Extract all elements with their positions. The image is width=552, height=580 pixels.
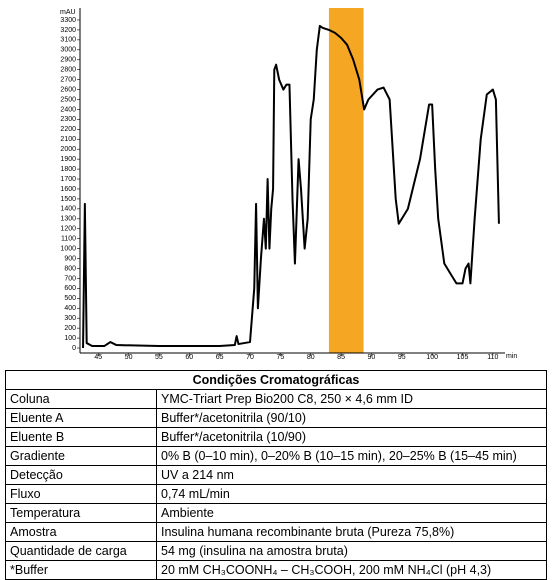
- x-tick-label: 70: [246, 354, 254, 360]
- condition-name: Detecção: [5, 465, 157, 485]
- y-tick-label: 3200: [60, 27, 76, 34]
- condition-value: 0,74 mL/min: [156, 484, 547, 504]
- table-row: Amostra Insulina humana recombinante brut…: [5, 522, 547, 542]
- y-tick-label: 700: [64, 275, 76, 282]
- x-tick-label: 90: [368, 354, 376, 360]
- y-tick-label: 1500: [60, 196, 76, 203]
- x-tick-label: 100: [426, 354, 438, 360]
- y-tick-label: 1000: [60, 245, 76, 252]
- y-tick-label: 1200: [60, 226, 76, 233]
- table-row: Fluxo 0,74 mL/min: [5, 484, 547, 504]
- y-tick-label: 400: [64, 305, 76, 312]
- y-tick-label: 3000: [60, 47, 76, 54]
- condition-value: 54 mg (insulina na amostra bruta): [156, 541, 547, 561]
- condition-value: Ambiente: [156, 503, 547, 523]
- condition-value: YMC-Triart Prep Bio200 C8, 250 × 4,6 mm …: [156, 389, 547, 409]
- x-tick-label: 60: [185, 354, 193, 360]
- condition-value: Buffer*/acetonitrila (10/90): [156, 427, 547, 447]
- chart: mAU min 0 100 200 300 400 500 600 700 800 900 1000…: [60, 8, 517, 360]
- y-axis-label: mAU: [60, 9, 76, 16]
- table-row: Gradiente 0% B (0–10 min), 0–20% B (10–15…: [5, 446, 547, 466]
- y-tick-label: 2100: [60, 136, 76, 143]
- condition-name: Quantidade de carga: [5, 541, 157, 561]
- x-tick-label: 75: [276, 354, 284, 360]
- x-tick-label: 85: [337, 354, 345, 360]
- y-tick-label: 2300: [60, 116, 76, 123]
- x-tick-label: 105: [457, 354, 469, 360]
- table-row: Eluente B Buffer*/acetonitrila (10/90): [5, 427, 547, 447]
- condition-value: UV a 214 nm: [156, 465, 547, 485]
- x-tick-label: 50: [125, 354, 133, 360]
- x-tick-label: 80: [307, 354, 315, 360]
- y-tick-label: 1400: [60, 206, 76, 213]
- y-tick-label: 300: [64, 315, 76, 322]
- y-tick-label: 900: [64, 255, 76, 262]
- condition-name: Amostra: [5, 522, 157, 542]
- y-tick-label: 2000: [60, 146, 76, 153]
- table-row: Coluna YMC-Triart Prep Bio200 C8, 250 × 4…: [5, 389, 547, 409]
- y-tick-label: 600: [64, 285, 76, 292]
- condition-name: Fluxo: [5, 484, 157, 504]
- x-tick-label: 55: [155, 354, 163, 360]
- y-tick-label: 2600: [60, 86, 76, 93]
- condition-value: Insulina humana recombinante bruta (Pure…: [156, 522, 547, 542]
- trace: [82, 24, 500, 349]
- y-tick-label: 1700: [60, 176, 76, 183]
- y-tick-label: 1300: [60, 216, 76, 223]
- condition-value: 20 mM CH₃COONH₄ – CH₃COOH, 200 mM NH₄Cl …: [156, 560, 547, 580]
- y-tick-label: 2200: [60, 126, 76, 133]
- x-tick-label: 110: [487, 354, 498, 360]
- y-tick-label: 1800: [60, 166, 76, 173]
- y-tick-label: 2800: [60, 67, 76, 74]
- y-tick-label: 800: [64, 265, 76, 272]
- table-row: *Buffer 20 mM CH₃COONH₄ – CH₃COOH, 200 mM…: [5, 560, 547, 580]
- y-tick-label: 2900: [60, 57, 76, 64]
- condition-name: Temperatura: [5, 503, 157, 523]
- x-tick-label: 95: [398, 354, 406, 360]
- condition-name: Eluente A: [5, 408, 157, 428]
- condition-name: Gradiente: [5, 446, 157, 466]
- y-tick-label: 2500: [60, 96, 76, 103]
- table-row: Temperatura Ambiente: [5, 503, 547, 523]
- y-tick-label: 200: [64, 325, 76, 332]
- x-tick-label: 45: [94, 354, 102, 360]
- y-tick-label: 0: [72, 345, 76, 352]
- x-tick-label: 65: [216, 354, 224, 360]
- condition-value: 0% B (0–10 min), 0–20% B (10–15 min), 20…: [156, 446, 547, 466]
- highlight-band: [328, 8, 364, 353]
- table-row: Eluente A Buffer*/acetonitrila (90/10): [5, 408, 547, 428]
- conditions-table: Condições Cromatográficas Coluna YMC-Triar…: [5, 370, 547, 580]
- y-tick-label: 100: [64, 335, 76, 342]
- y-tick-label: 3100: [60, 37, 76, 44]
- y-tick-label: 3300: [60, 17, 76, 24]
- y-tick-label: 2700: [60, 76, 76, 83]
- y-tick-label: 1600: [60, 186, 76, 193]
- condition-name: Eluente B: [5, 427, 157, 447]
- table-row: Detecção UV a 214 nm: [5, 465, 547, 485]
- y-tick-label: 1900: [60, 156, 76, 163]
- condition-name: Coluna: [5, 389, 157, 409]
- condition-name: *Buffer: [5, 560, 157, 580]
- condition-value: Buffer*/acetonitrila (90/10): [156, 408, 547, 428]
- y-tick-label: 2400: [60, 106, 76, 113]
- y-tick-label: 500: [64, 295, 76, 302]
- y-tick-label: 1100: [61, 236, 76, 243]
- table-row: Quantidade de carga 54 mg (insulina na am…: [5, 541, 547, 561]
- x-axis-label: min: [506, 353, 517, 360]
- table-title: Condições Cromatográficas: [5, 370, 547, 390]
